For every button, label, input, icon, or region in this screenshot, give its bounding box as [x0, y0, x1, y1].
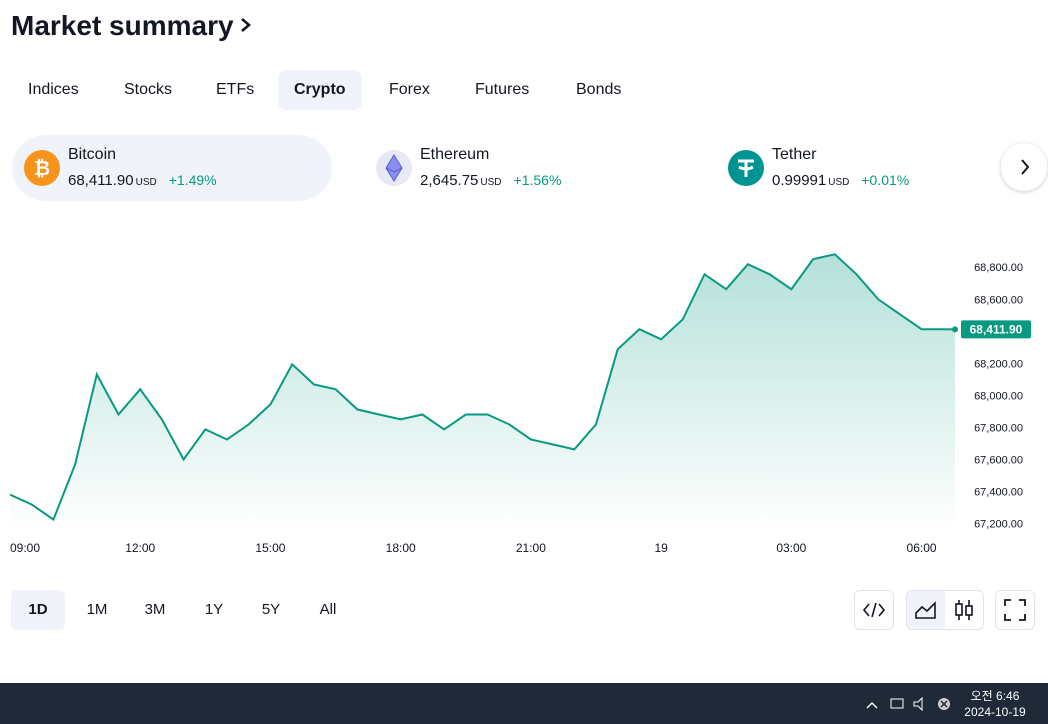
price-value: 0.99991 [772, 172, 827, 189]
ticker-icon [728, 150, 764, 186]
currency: USD [135, 177, 157, 188]
x-tick-label: 18:00 [386, 541, 416, 555]
ticker-card[interactable]: Ethereum 2,645.75 USD +1.56% [364, 135, 684, 201]
title[interactable]: Market summary [11, 10, 254, 42]
candle-button[interactable] [945, 591, 983, 629]
range-button[interactable]: 5Y [261, 601, 281, 618]
chart: 67,200.00 67,400.00 67,600.00 67,800.00 68,0… [9, 253, 1031, 555]
clock-date: 2024-10-19 [964, 705, 1026, 719]
clock-time: 오전 6:46 [970, 689, 1020, 703]
title-text[interactable]: Market summary [11, 10, 234, 41]
last-label: 68,411.90 [970, 322, 1023, 336]
fullscreen-icon [1004, 599, 1026, 621]
range-button[interactable]: 3M [144, 601, 166, 618]
currency: USD [480, 177, 502, 188]
x-tick-label: 06:00 [907, 541, 937, 555]
price-value: 2,645.75 [420, 172, 479, 189]
y-tick-label: 67,200.00 [974, 519, 1023, 531]
change: +1.56% [513, 172, 562, 188]
candle-icon [955, 600, 973, 620]
last-label-bg [961, 320, 1031, 339]
area-icon [915, 601, 936, 619]
x-tick-label: 09:00 [10, 541, 40, 555]
tab[interactable]: Bonds [576, 81, 622, 98]
tab[interactable]: Indices [28, 81, 79, 98]
y-tick-label: 68,200.00 [974, 358, 1023, 370]
svg-text:₿: ₿ [34, 158, 50, 180]
tray-icons [866, 696, 950, 712]
y-tick-label: 68,800.00 [974, 262, 1023, 274]
area [10, 254, 955, 531]
fullscreen-button[interactable] [995, 590, 1035, 630]
ticker-card[interactable]: Tether 0.99991 USD +0.01% [716, 135, 1036, 201]
ticker-name: Tether [772, 146, 817, 163]
y-tick-label: 67,600.00 [974, 455, 1023, 467]
x-tick-label: 15:00 [255, 541, 285, 555]
price-value: 68,411.90 [68, 172, 134, 189]
y-tick-label: 68,600.00 [974, 294, 1023, 306]
x-tick-label: 12:00 [125, 541, 155, 555]
embed-button[interactable] [854, 590, 894, 630]
price-line [9, 253, 956, 522]
next-button[interactable] [1001, 143, 1047, 191]
tab[interactable]: Forex [389, 81, 430, 98]
x-tick-label: 21:00 [516, 541, 546, 555]
y-tick-label: 67,400.00 [974, 487, 1023, 499]
x-tick-label: 19 [654, 541, 668, 555]
ticker-name: Bitcoin [68, 146, 117, 163]
tab[interactable]: Stocks [124, 81, 173, 98]
tab[interactable]: Crypto [278, 70, 362, 110]
ticker-price: 68,411.90 USD +1.49% [68, 172, 217, 189]
x-tick-label: 03:00 [776, 541, 806, 555]
taskbar: 오전 6:46 2024-10-19 [0, 683, 1048, 724]
ticker-icon [376, 150, 412, 186]
embed-icon [862, 602, 886, 618]
change: +0.01% [861, 172, 910, 188]
currency: USD [828, 177, 850, 188]
chart-style-group [906, 590, 984, 630]
ticker-icon: ₿ [24, 150, 60, 186]
ticker-price: 0.99991 USD +0.01% [772, 172, 909, 189]
area-button[interactable] [907, 591, 945, 629]
next-icon [1021, 159, 1030, 175]
ticker-card[interactable]: ₿ Bitcoin 68,411.90 USD +1.49% [12, 135, 332, 201]
ticker-price: 2,645.75 USD +1.56% [420, 172, 561, 189]
last-point [952, 326, 958, 333]
range-button[interactable]: All [319, 601, 337, 618]
tab[interactable]: ETFs [216, 81, 255, 98]
range-button[interactable]: 1D [11, 590, 65, 630]
range-button[interactable]: 1M [86, 601, 108, 618]
y-tick-label: 68,000.00 [974, 390, 1023, 402]
range-button[interactable]: 1Y [204, 601, 224, 618]
change: +1.49% [168, 172, 217, 188]
chevron [240, 18, 251, 32]
y-tick-label: 67,800.00 [974, 422, 1023, 434]
ticker-name: Ethereum [420, 146, 490, 163]
tab[interactable]: Futures [475, 81, 530, 98]
